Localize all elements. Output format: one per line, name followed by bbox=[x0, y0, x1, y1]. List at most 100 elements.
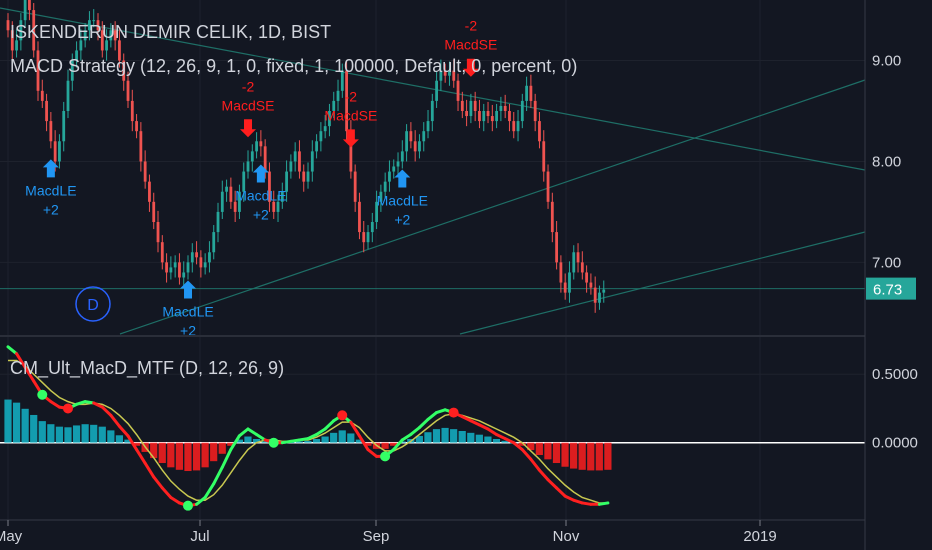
candle-body bbox=[289, 161, 293, 172]
candle-body bbox=[242, 171, 246, 192]
candle-body bbox=[375, 201, 378, 222]
dividend-badge-text: D bbox=[87, 297, 99, 314]
histogram-bar bbox=[312, 438, 321, 443]
candle-body bbox=[143, 161, 147, 182]
short-signal-label: MacdSE bbox=[222, 97, 275, 113]
candle-body bbox=[70, 60, 74, 81]
histogram-bar bbox=[544, 442, 552, 460]
histogram-bar bbox=[124, 439, 132, 443]
candle-body bbox=[358, 201, 361, 233]
dividend-badge[interactable]: D bbox=[75, 286, 111, 322]
histogram-bar bbox=[227, 442, 235, 446]
candle-body bbox=[542, 141, 546, 172]
candle-body bbox=[130, 100, 134, 122]
candle-body bbox=[525, 85, 529, 101]
candle-body bbox=[400, 151, 404, 162]
histogram-bar bbox=[501, 440, 509, 443]
candle-body bbox=[478, 111, 481, 122]
histogram-bar bbox=[518, 442, 526, 446]
candle-body bbox=[388, 171, 391, 182]
indicator-tick-label: 0.0000 bbox=[872, 435, 918, 452]
histogram-bar bbox=[441, 427, 449, 443]
strategy-label[interactable]: MACD Strategy (12, 26, 9, 1, 0, fixed, 1… bbox=[10, 56, 577, 76]
indicator-axis[interactable]: 0.5000 0.0000 bbox=[872, 366, 918, 451]
macd-line-segment bbox=[546, 478, 558, 490]
histogram-bar bbox=[527, 442, 535, 451]
candle-body bbox=[32, 10, 36, 51]
short-signal-qty: -2 bbox=[242, 78, 255, 94]
trendline bbox=[0, 7, 866, 171]
macd-line-segment bbox=[315, 427, 327, 436]
candle-body bbox=[383, 181, 387, 192]
histogram-bar bbox=[218, 442, 226, 454]
trendline bbox=[459, 231, 866, 335]
main-title: ISKENDERUN DEMIR CELIK, 1D, BIST bbox=[10, 22, 331, 42]
macd-line-segment bbox=[203, 482, 216, 499]
macd-line-segment bbox=[460, 415, 473, 423]
macd-line-segment bbox=[23, 365, 36, 383]
short-signal-qty: -2 bbox=[345, 88, 358, 104]
candle-body bbox=[160, 242, 164, 263]
macd-line-segment bbox=[255, 432, 267, 442]
cross-point bbox=[268, 437, 279, 448]
indicator-tick-label: 0.5000 bbox=[872, 366, 918, 383]
candle-body bbox=[362, 232, 366, 243]
cross-point bbox=[182, 500, 193, 511]
histogram-bar bbox=[475, 434, 483, 443]
macd-line-segment bbox=[417, 417, 430, 430]
candle-body bbox=[259, 141, 263, 147]
histogram-bar bbox=[98, 426, 106, 443]
candle-body bbox=[456, 80, 460, 101]
macd-line-segment bbox=[246, 427, 259, 436]
macd-line-segment bbox=[169, 495, 181, 505]
candle-body bbox=[10, 30, 14, 51]
price-tick-label: 8.00 bbox=[872, 153, 901, 170]
candle-body bbox=[118, 40, 121, 61]
price-tick-label: 7.00 bbox=[872, 254, 901, 271]
candle-body bbox=[238, 191, 241, 212]
macd-lines bbox=[6, 345, 610, 511]
candle-body bbox=[349, 131, 353, 172]
candle-body bbox=[418, 141, 421, 152]
candle-body bbox=[203, 262, 207, 268]
candle-body bbox=[443, 70, 447, 76]
time-tick-label: Nov bbox=[553, 528, 580, 545]
candle-body bbox=[100, 30, 104, 51]
short-signal-arrow bbox=[462, 58, 479, 77]
long-signal-arrow bbox=[180, 280, 197, 299]
histogram-bar bbox=[595, 442, 603, 471]
candle-body bbox=[36, 50, 40, 91]
indicator-label[interactable]: CM_Ult_MacD_MTF (D, 12, 26, 9) bbox=[10, 358, 284, 379]
candle-body bbox=[559, 262, 563, 283]
candle-body bbox=[589, 282, 593, 288]
short-signal-arrow bbox=[342, 129, 359, 148]
histogram-bar bbox=[184, 442, 192, 472]
macd-line-segment bbox=[469, 419, 481, 427]
macd-line-segment bbox=[477, 423, 490, 431]
candle-body bbox=[268, 171, 271, 202]
histogram-bar bbox=[64, 427, 72, 443]
histogram-bar bbox=[192, 442, 201, 471]
candle-body bbox=[195, 252, 198, 258]
candle-body bbox=[182, 272, 186, 278]
macd-line-segment bbox=[597, 501, 610, 506]
macd-line-segment bbox=[229, 434, 241, 452]
long-signal-arrow bbox=[42, 159, 59, 178]
candle-body bbox=[409, 131, 413, 142]
candle-body bbox=[585, 272, 589, 283]
candle-body bbox=[546, 171, 550, 202]
candle-body bbox=[576, 252, 580, 263]
candle-body bbox=[285, 171, 288, 192]
candle-body bbox=[555, 232, 559, 263]
long-signal-arrow bbox=[394, 169, 411, 188]
price-axis[interactable]: 9.00 8.00 7.00 bbox=[872, 53, 901, 272]
macd-line-segment bbox=[109, 413, 121, 428]
histogram-bar bbox=[604, 442, 612, 470]
macd-line-segment bbox=[486, 427, 498, 436]
candle-body bbox=[563, 282, 567, 293]
candle-body bbox=[135, 121, 138, 132]
time-axis[interactable]: May Jul Sep Nov 2019 bbox=[0, 520, 777, 545]
candle-body bbox=[28, 0, 31, 11]
candle-body bbox=[62, 111, 66, 142]
long-signal-label: MacdLE bbox=[162, 304, 213, 320]
